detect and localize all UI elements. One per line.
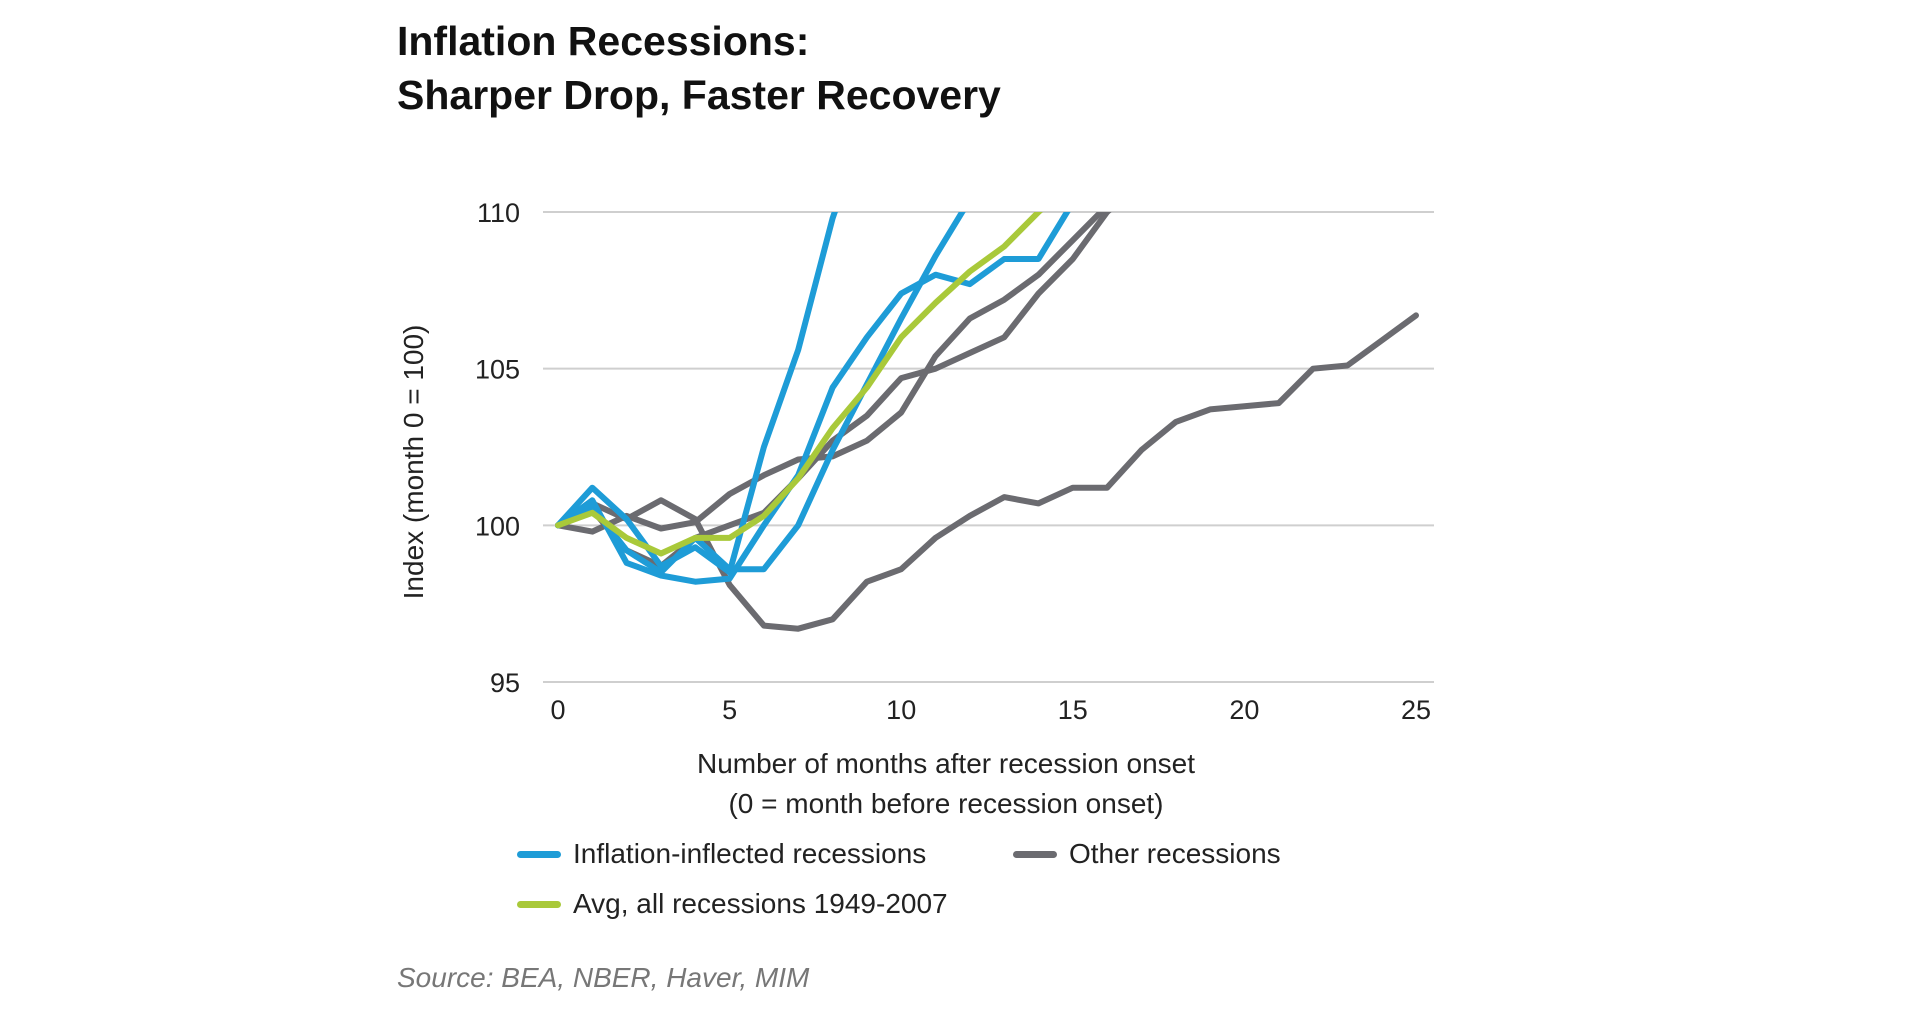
y-tick-label: 95 — [490, 668, 520, 698]
chart-title-line-1: Inflation Recessions: — [397, 18, 810, 64]
gridlines — [543, 211, 1434, 683]
x-tick-label: 25 — [1401, 695, 1431, 725]
y-tick-label: 110 — [477, 198, 520, 228]
legend-swatch-inflation — [517, 850, 561, 858]
series-lines — [555, 212, 1419, 632]
series-line-inflation — [555, 212, 966, 576]
legend-label-avg: Avg, all recessions 1949-2007 — [573, 888, 948, 919]
legend-label-inflation: Inflation-inflected recessions — [573, 838, 927, 869]
legend-item-inflation: Inflation-inflected recessions — [517, 838, 926, 870]
chart-title: Inflation Recessions: Sharper Drop, Fast… — [397, 14, 1001, 122]
y-tick-label: 105 — [475, 355, 520, 385]
x-axis-label-line-1: Number of months after recession onset — [697, 748, 1195, 779]
y-tick-labels: 95 100 105 110 — [475, 198, 520, 698]
x-tick-label: 10 — [886, 695, 916, 725]
x-tick-labels: 0 5 10 15 20 25 — [550, 695, 1431, 725]
x-tick-label: 5 — [722, 695, 737, 725]
legend-swatch-avg — [517, 900, 561, 908]
legend-swatch-other — [1013, 850, 1057, 858]
x-axis-label-line-2: (0 = month before recession onset) — [728, 788, 1163, 819]
y-tick-label: 100 — [475, 511, 520, 541]
series-line-inflation — [555, 212, 838, 576]
chart-title-line-2: Sharper Drop, Faster Recovery — [397, 72, 1001, 118]
legend-item-avg: Avg, all recessions 1949-2007 — [517, 888, 948, 920]
source-note: Source: BEA, NBER, Haver, MIM — [397, 962, 810, 993]
series-line-other — [555, 212, 1112, 570]
x-tick-label: 20 — [1229, 695, 1259, 725]
series-line-inflation — [555, 212, 1071, 585]
legend-label-other: Other recessions — [1069, 838, 1281, 869]
legend-item-other: Other recessions — [1013, 838, 1281, 870]
series-line-other — [555, 212, 1106, 535]
x-tick-label: 15 — [1058, 695, 1088, 725]
series-line-avg — [555, 212, 1043, 557]
x-tick-label: 0 — [550, 695, 565, 725]
series-line-other — [555, 312, 1419, 632]
y-axis-label: Index (month 0 = 100) — [398, 325, 429, 600]
